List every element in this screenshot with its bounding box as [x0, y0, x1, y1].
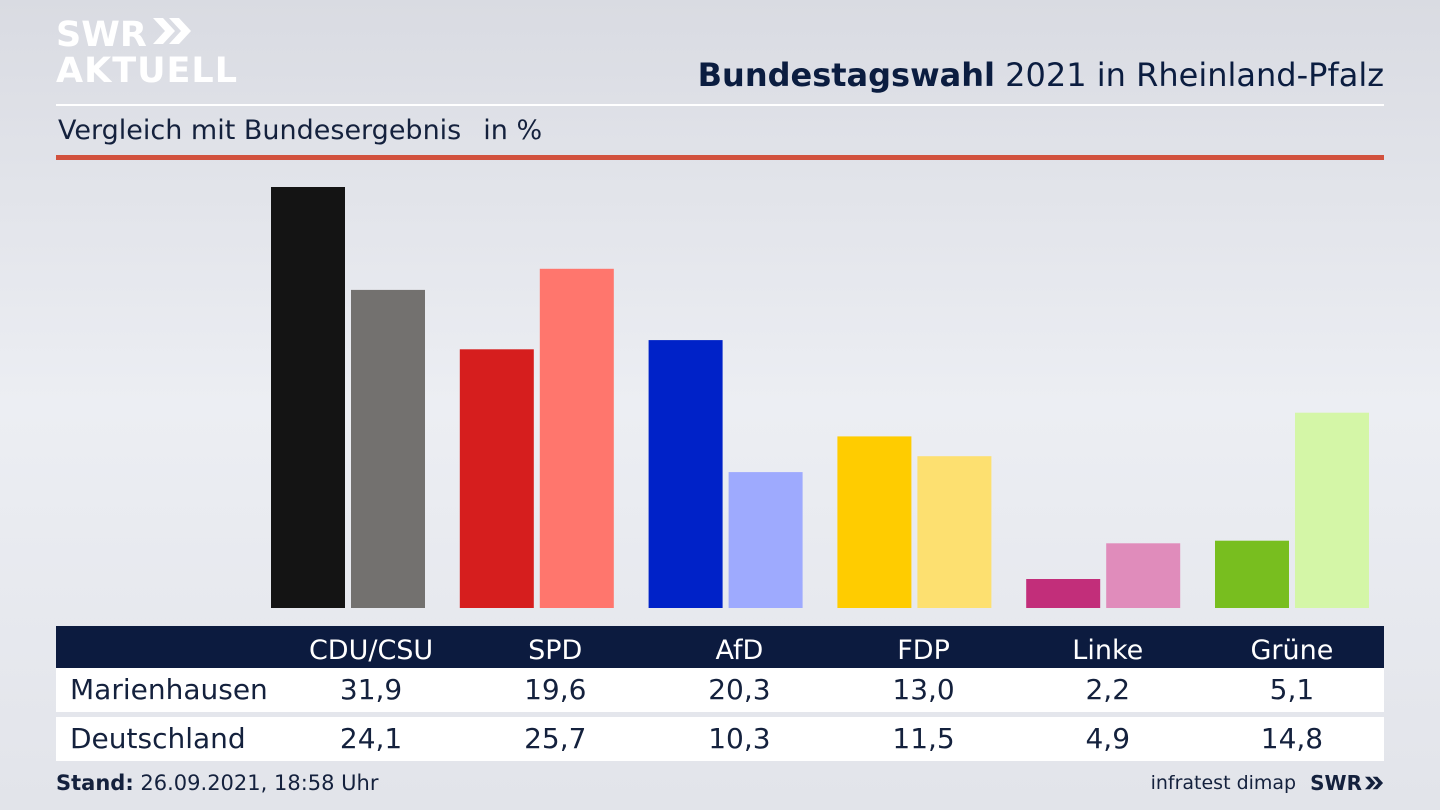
bar-marienhausen-2 [648, 340, 723, 608]
table-cell: 4,9 [1085, 722, 1131, 755]
table-header-cell: Grüne [1250, 635, 1334, 666]
table-cell: 24,1 [339, 722, 403, 755]
bar-deutschland-2 [728, 472, 803, 608]
source-credit: infratest dimap SWR [1151, 771, 1384, 795]
bar-marienhausen-0 [271, 187, 345, 608]
page-title: Bundestagswahl 2021 in Rheinland-Pfalz [698, 56, 1384, 94]
table-row: Deutschland 24,1 25,7 10,3 11,5 4,9 14,8 [56, 717, 1384, 761]
table-header: CDU/CSU SPD AfD FDP Linke Grüne [56, 626, 1384, 668]
stand-label: Stand: [56, 771, 134, 795]
table-cell: 11,5 [892, 722, 955, 755]
swr-aktuell-logo: SWR AKTUELL [56, 14, 239, 91]
table-cell: 2,2 [1085, 673, 1131, 706]
title-bold: Bundestagswahl [697, 56, 995, 94]
double-chevron-icon [1364, 776, 1384, 790]
subtitle-text: Vergleich mit Bundesergebnis [58, 115, 462, 146]
table-cell: 25,7 [524, 722, 587, 755]
bar-marienhausen-3 [837, 436, 912, 608]
bar-deutschland-0 [351, 289, 425, 608]
swr-logo-text: SWR [1310, 771, 1362, 795]
table-header-cell: SPD [528, 635, 583, 666]
logo-line2: AKTUELL [56, 51, 239, 91]
table-row: Marienhausen 31,9 19,6 20,3 13,0 2,2 5,1 [56, 668, 1384, 712]
accent-divider [56, 155, 1384, 160]
bar-deutschland-4 [1106, 543, 1181, 608]
table-cell: 5,1 [1269, 673, 1315, 706]
bar-marienhausen-4 [1026, 579, 1101, 608]
title-divider [56, 104, 1384, 106]
table-header-cell: Linke [1072, 635, 1144, 666]
timestamp: Stand: 26.09.2021, 18:58 Uhr [56, 771, 379, 795]
source-text: infratest dimap [1150, 772, 1297, 794]
table-header-spacer [56, 626, 279, 668]
logo-line1: SWR [56, 14, 147, 55]
results-table: CDU/CSU SPD AfD FDP Linke Grüne Marienha… [56, 626, 1384, 761]
table-header-cell: FDP [897, 635, 950, 666]
title-rest: 2021 in Rheinland-Pfalz [995, 56, 1384, 94]
table-cell: 13,0 [892, 673, 955, 706]
subtitle: Vergleich mit Bundesergebnis in % [58, 115, 542, 146]
bar-deutschland-3 [917, 456, 992, 608]
table-cell: 31,9 [339, 673, 403, 706]
table-cell: 14,8 [1260, 722, 1324, 755]
table-header-cell: AfD [715, 635, 764, 666]
table-cell: 10,3 [708, 722, 771, 755]
stand-value: 26.09.2021, 18:58 Uhr [133, 771, 379, 795]
bar-marienhausen-1 [459, 349, 534, 608]
bar-deutschland-5 [1295, 412, 1369, 608]
subtitle-unit: in % [483, 115, 543, 146]
table-cell: 20,3 [708, 673, 771, 706]
row-label: Marienhausen [70, 673, 268, 706]
bar-deutschland-1 [539, 268, 614, 608]
swr-logo: SWR [1310, 771, 1384, 795]
table-cell: 19,6 [524, 673, 587, 706]
row-label: Deutschland [70, 722, 246, 755]
table-header-cell: CDU/CSU [308, 635, 434, 666]
double-chevron-icon [151, 16, 193, 53]
bar-marienhausen-5 [1215, 540, 1289, 608]
